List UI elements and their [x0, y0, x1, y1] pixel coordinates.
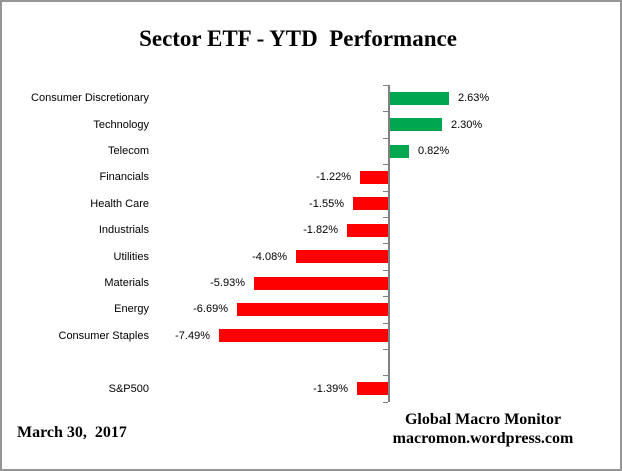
bar-value-label: -1.39% [313, 383, 348, 395]
bar-value-label: -4.08% [252, 251, 287, 263]
bar [237, 303, 388, 316]
bar [390, 145, 409, 158]
axis-tick-mark [383, 164, 388, 165]
date-label: March 30, 2017 [17, 424, 127, 441]
category-label: Financials [99, 171, 149, 183]
axis-tick-mark [383, 349, 388, 350]
bar [353, 197, 388, 210]
bar-value-label: 0.82% [418, 145, 450, 157]
bar-value-label: 2.30% [451, 119, 483, 131]
bar-value-label: -1.82% [303, 224, 338, 236]
axis-tick-mark [383, 191, 388, 192]
axis-tick-mark [383, 402, 388, 403]
source-attribution: Global Macro Monitor macromon.wordpress.… [387, 410, 579, 448]
category-label: S&P500 [108, 383, 149, 395]
bar [357, 382, 388, 395]
bar-value-label: -1.22% [316, 171, 351, 183]
bar [254, 277, 388, 290]
category-label: Telecom [108, 145, 149, 157]
axis-tick-mark [383, 111, 388, 112]
axis-tick-mark [383, 217, 388, 218]
bar-value-label: -7.49% [175, 330, 210, 342]
bar [390, 92, 449, 105]
axis-tick-mark [383, 296, 388, 297]
zero-axis-line [388, 85, 390, 402]
category-label: Industrials [98, 224, 149, 236]
bar [219, 329, 388, 342]
bar-value-label: 2.63% [458, 92, 490, 104]
axis-tick-mark [383, 85, 388, 86]
source-url: macromon.wordpress.com [392, 430, 574, 447]
axis-tick-mark [383, 323, 388, 324]
bar [390, 118, 442, 131]
axis-tick-mark [383, 138, 388, 139]
category-label: Technology [93, 119, 149, 131]
axis-tick-mark [383, 243, 388, 244]
category-label: Materials [104, 277, 149, 289]
axis-tick-mark [383, 270, 388, 271]
bar-value-label: -5.93% [210, 277, 245, 289]
category-label: Energy [114, 303, 149, 315]
category-label: Utilities [113, 251, 149, 263]
chart-title: Sector ETF - YTD Performance [139, 26, 457, 51]
bar [360, 171, 388, 184]
category-label: Consumer Staples [58, 330, 150, 342]
bar [296, 250, 388, 263]
bar-value-label: -1.55% [309, 198, 344, 210]
bar [347, 224, 388, 237]
category-label: Consumer Discretionary [31, 92, 149, 104]
source-name: Global Macro Monitor [404, 411, 562, 428]
category-label: Health Care [90, 198, 149, 210]
bar-value-label: -6.69% [193, 303, 228, 315]
axis-tick-mark [383, 375, 388, 376]
